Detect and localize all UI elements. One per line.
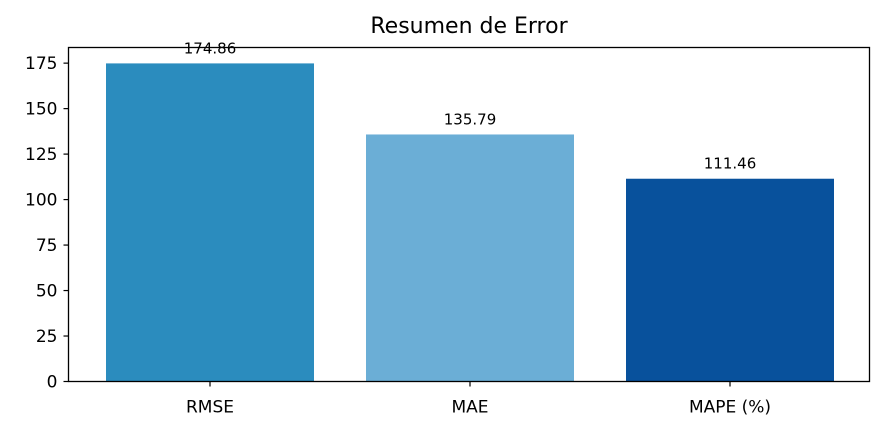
data-label: 135.79 (444, 110, 497, 128)
y-tick-label: 125 (25, 145, 57, 165)
chart-title: Resumen de Error (370, 14, 568, 39)
plot-frame (67, 46, 871, 383)
bar-mae (366, 134, 574, 382)
x-tick-label: MAPE (%) (689, 398, 771, 418)
bar-mape (626, 178, 834, 382)
y-tick-label: 25 (36, 327, 58, 347)
x-tick-label: RMSE (186, 398, 234, 418)
y-tick-label: 75 (36, 236, 58, 256)
x-tick-label: MAE (451, 398, 488, 418)
y-tick-label: 175 (25, 54, 57, 74)
y-tick-label: 0 (47, 373, 58, 393)
data-label: 174.86 (184, 39, 237, 57)
y-tick-label: 50 (36, 282, 58, 302)
bar-rmse (106, 63, 314, 382)
data-label: 111.46 (704, 155, 757, 173)
y-tick-label: 100 (25, 191, 57, 211)
y-tick-label: 150 (25, 100, 57, 120)
